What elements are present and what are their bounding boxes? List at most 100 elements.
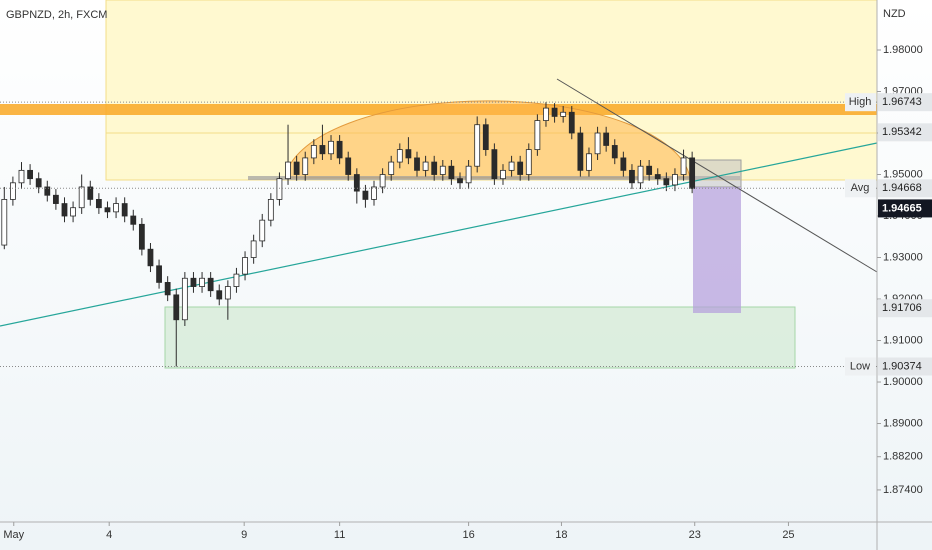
candle-body bbox=[276, 178, 283, 200]
candle-body bbox=[517, 161, 524, 175]
candle-body bbox=[293, 161, 300, 175]
y-tick-label: 1.93000 bbox=[883, 251, 923, 263]
candle-body bbox=[9, 182, 16, 200]
x-tick-label: May bbox=[3, 529, 24, 541]
x-tick-label: 25 bbox=[782, 529, 794, 541]
candle-body bbox=[388, 161, 395, 175]
candle-body bbox=[336, 140, 343, 159]
stop-zone bbox=[692, 159, 742, 188]
candle-body bbox=[611, 145, 618, 159]
candle-body bbox=[285, 161, 291, 180]
candle-body bbox=[457, 178, 463, 184]
candle-body bbox=[267, 199, 274, 221]
price-label-name: Low bbox=[850, 360, 870, 372]
x-tick-label: 11 bbox=[334, 529, 345, 541]
x-tick-label: 18 bbox=[555, 529, 567, 541]
candle-body bbox=[362, 190, 369, 200]
candle-body bbox=[87, 186, 94, 200]
candle-body bbox=[422, 161, 429, 171]
price-label-box bbox=[878, 123, 932, 142]
candle-body bbox=[207, 277, 214, 292]
candle-body bbox=[310, 145, 317, 159]
candle-body bbox=[216, 290, 223, 300]
candle-body bbox=[654, 174, 661, 180]
candle-body bbox=[250, 240, 257, 258]
candle-body bbox=[156, 265, 162, 283]
y-tick-label: 1.98000 bbox=[883, 44, 923, 56]
candle-body bbox=[27, 169, 33, 180]
price-label: 1.96743 bbox=[882, 96, 922, 108]
price-label-box bbox=[878, 299, 932, 318]
candle-body bbox=[52, 194, 59, 204]
candle-body bbox=[224, 286, 231, 300]
candle-body bbox=[551, 107, 558, 117]
y-tick-label: 1.90000 bbox=[883, 376, 923, 388]
candle-body bbox=[138, 223, 145, 250]
candle-body bbox=[70, 207, 76, 217]
candle-body bbox=[233, 273, 240, 287]
candle-body bbox=[586, 153, 592, 171]
candle-body bbox=[543, 107, 549, 121]
candle-body bbox=[474, 124, 481, 167]
price-label: 1.91706 bbox=[882, 302, 922, 314]
price-label-box bbox=[878, 199, 932, 218]
candle-body bbox=[508, 161, 515, 171]
candle-body bbox=[534, 120, 541, 151]
y-tick-label: 1.88200 bbox=[883, 451, 923, 463]
trend-line bbox=[0, 142, 878, 327]
green-zone bbox=[164, 306, 796, 369]
y-tick-label: 1.87400 bbox=[883, 484, 923, 496]
price-label-box bbox=[878, 357, 932, 376]
candle-body bbox=[44, 186, 51, 196]
chart-title: GBPNZD, 2h, FXCM bbox=[6, 9, 107, 21]
candle-body bbox=[164, 282, 171, 296]
candle-body bbox=[405, 149, 412, 159]
candle-body bbox=[560, 111, 567, 117]
candle-body bbox=[629, 169, 635, 184]
price-label-box bbox=[878, 93, 932, 112]
candle-body bbox=[18, 169, 25, 184]
candle-body bbox=[637, 165, 644, 184]
candle-body bbox=[396, 149, 403, 163]
price-label-name: Avg bbox=[851, 182, 870, 194]
candle-body bbox=[121, 203, 128, 217]
candle-body bbox=[199, 277, 205, 287]
x-tick-label: 16 bbox=[462, 529, 474, 541]
candle-body bbox=[319, 145, 326, 155]
candle-body bbox=[439, 165, 446, 175]
x-tick-label: 23 bbox=[689, 529, 701, 541]
y-tick-label: 1.91000 bbox=[883, 334, 923, 346]
candles bbox=[1, 102, 696, 367]
candle-body bbox=[525, 149, 532, 175]
candle-body bbox=[603, 132, 610, 146]
candle-body bbox=[680, 157, 687, 175]
candle-body bbox=[95, 199, 102, 209]
candle-body bbox=[491, 149, 498, 180]
candle-body bbox=[113, 203, 119, 213]
candle-body bbox=[345, 157, 352, 175]
candle-body bbox=[353, 174, 360, 192]
candle-body bbox=[465, 165, 472, 184]
price-label-name-box bbox=[845, 357, 876, 376]
y-tick-label: 1.95000 bbox=[883, 168, 923, 180]
price-label-name-box bbox=[845, 179, 876, 198]
candle-body bbox=[689, 157, 696, 189]
candle-body bbox=[620, 157, 627, 171]
price-label: 1.94668 bbox=[882, 182, 922, 194]
candle-body bbox=[147, 248, 154, 267]
candle-body bbox=[646, 165, 653, 175]
target-zone bbox=[693, 187, 741, 313]
candle-body bbox=[259, 219, 266, 242]
candle-body bbox=[594, 132, 601, 155]
candle-body bbox=[568, 111, 575, 134]
candle-body bbox=[500, 169, 506, 180]
candle-body bbox=[78, 186, 85, 209]
price-label-name: High bbox=[849, 96, 872, 108]
candle-body bbox=[35, 178, 42, 188]
x-tick-label: 4 bbox=[106, 529, 112, 541]
candle-body bbox=[61, 203, 68, 217]
candle-body bbox=[577, 132, 584, 171]
candle-body bbox=[328, 140, 334, 155]
